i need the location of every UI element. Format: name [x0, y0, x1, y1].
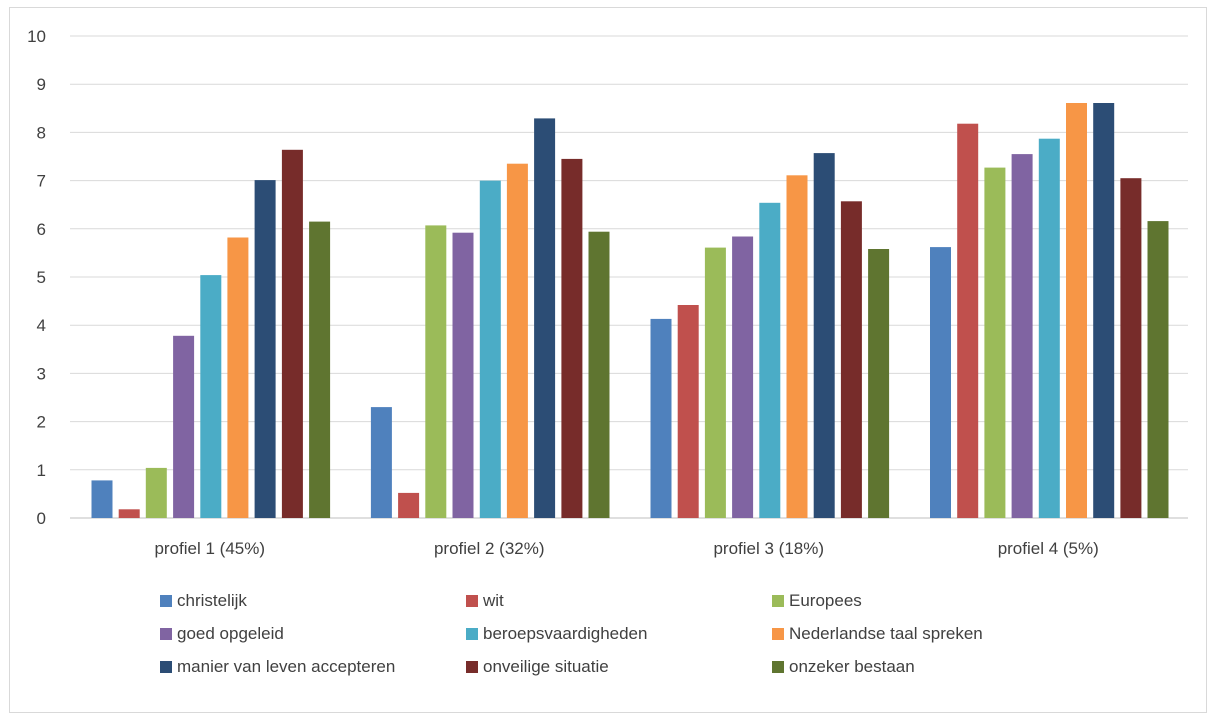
bar [1147, 221, 1169, 518]
legend-item: manier van leven accepteren [160, 657, 466, 677]
bar [732, 236, 754, 518]
y-tick-label: 1 [37, 461, 46, 480]
y-tick-label: 7 [37, 172, 46, 191]
legend: christelijk wit Europees goed opgeleid beroe… [160, 584, 1160, 683]
bar [813, 153, 835, 518]
y-tick-label: 6 [37, 220, 46, 239]
bar [281, 149, 303, 519]
bar [534, 118, 556, 519]
legend-swatch [160, 627, 172, 640]
bar [145, 467, 167, 518]
legend-label: goed opgeleid [177, 623, 284, 643]
legend-swatch [466, 594, 478, 607]
legend-item: Nederlandse taal spreken [772, 624, 1152, 644]
x-category-label: profiel 2 (32%) [434, 539, 545, 558]
legend-item: Europees [772, 591, 1152, 611]
legend-swatch [772, 660, 784, 673]
bar [759, 202, 781, 519]
y-tick-label: 10 [27, 27, 46, 46]
legend-item: wit [466, 591, 772, 611]
legend-label: onzeker bestaan [789, 656, 915, 676]
y-tick-label: 0 [37, 509, 46, 528]
bar [840, 201, 862, 519]
legend-row: goed opgeleid beroepsvaardigheden Nederlan… [160, 617, 1160, 650]
y-tick-label: 2 [37, 413, 46, 432]
legend-label: Nederlandse taal spreken [789, 623, 983, 643]
x-axis-categories: profiel 1 (45%) profiel 2 (32%) profiel 3 … [154, 539, 1098, 558]
y-tick-label: 5 [37, 268, 46, 287]
legend-row: christelijk wit Europees [160, 584, 1160, 617]
x-category-label: profiel 3 (18%) [713, 539, 824, 558]
bar [200, 275, 222, 518]
bar [118, 509, 140, 518]
y-tick-label: 4 [37, 316, 46, 335]
bar [1011, 154, 1033, 518]
bar [786, 175, 808, 519]
bar [984, 167, 1006, 518]
legend-label: wit [483, 590, 504, 610]
bar [561, 158, 583, 518]
bar [370, 407, 392, 518]
bar [677, 305, 699, 518]
bar [650, 318, 672, 518]
legend-label: onveilige situatie [483, 656, 609, 676]
bars [91, 103, 1169, 519]
legend-swatch [466, 660, 478, 673]
bar [91, 480, 113, 518]
bar [1093, 103, 1115, 518]
x-category-label: profiel 4 (5%) [998, 539, 1099, 558]
y-axis-ticks: 0 1 2 3 4 5 6 7 8 9 10 [27, 27, 46, 528]
y-tick-label: 9 [37, 75, 46, 94]
bar [588, 231, 610, 518]
bar [309, 221, 331, 518]
bar [1038, 138, 1060, 518]
bar [254, 180, 276, 518]
legend-item: christelijk [160, 591, 466, 611]
bar [868, 249, 890, 518]
legend-row: manier van leven accepteren onveilige sit… [160, 650, 1160, 683]
legend-label: manier van leven accepteren [177, 656, 396, 676]
bar [1120, 178, 1142, 518]
bar [173, 335, 195, 518]
bar [479, 180, 501, 518]
bar [425, 225, 447, 518]
x-category-label: profiel 1 (45%) [154, 539, 265, 558]
bar [506, 163, 528, 518]
legend-swatch [772, 627, 784, 640]
bar [398, 492, 420, 518]
y-tick-label: 8 [37, 123, 46, 142]
bar [227, 237, 249, 518]
legend-item: onzeker bestaan [772, 657, 1152, 677]
legend-item: onveilige situatie [466, 657, 772, 677]
legend-label: christelijk [177, 590, 247, 610]
bar [704, 247, 726, 518]
legend-label: Europees [789, 590, 862, 610]
y-tick-label: 3 [37, 364, 46, 383]
bar [452, 232, 474, 518]
bar [930, 247, 951, 518]
legend-item: goed opgeleid [160, 624, 466, 644]
legend-swatch [160, 594, 172, 607]
legend-swatch [772, 594, 784, 607]
legend-item: beroepsvaardigheden [466, 624, 772, 644]
legend-swatch [160, 660, 172, 673]
legend-swatch [466, 627, 478, 640]
bar [957, 123, 979, 518]
legend-label: beroepsvaardigheden [483, 623, 648, 643]
bar [1066, 103, 1087, 518]
